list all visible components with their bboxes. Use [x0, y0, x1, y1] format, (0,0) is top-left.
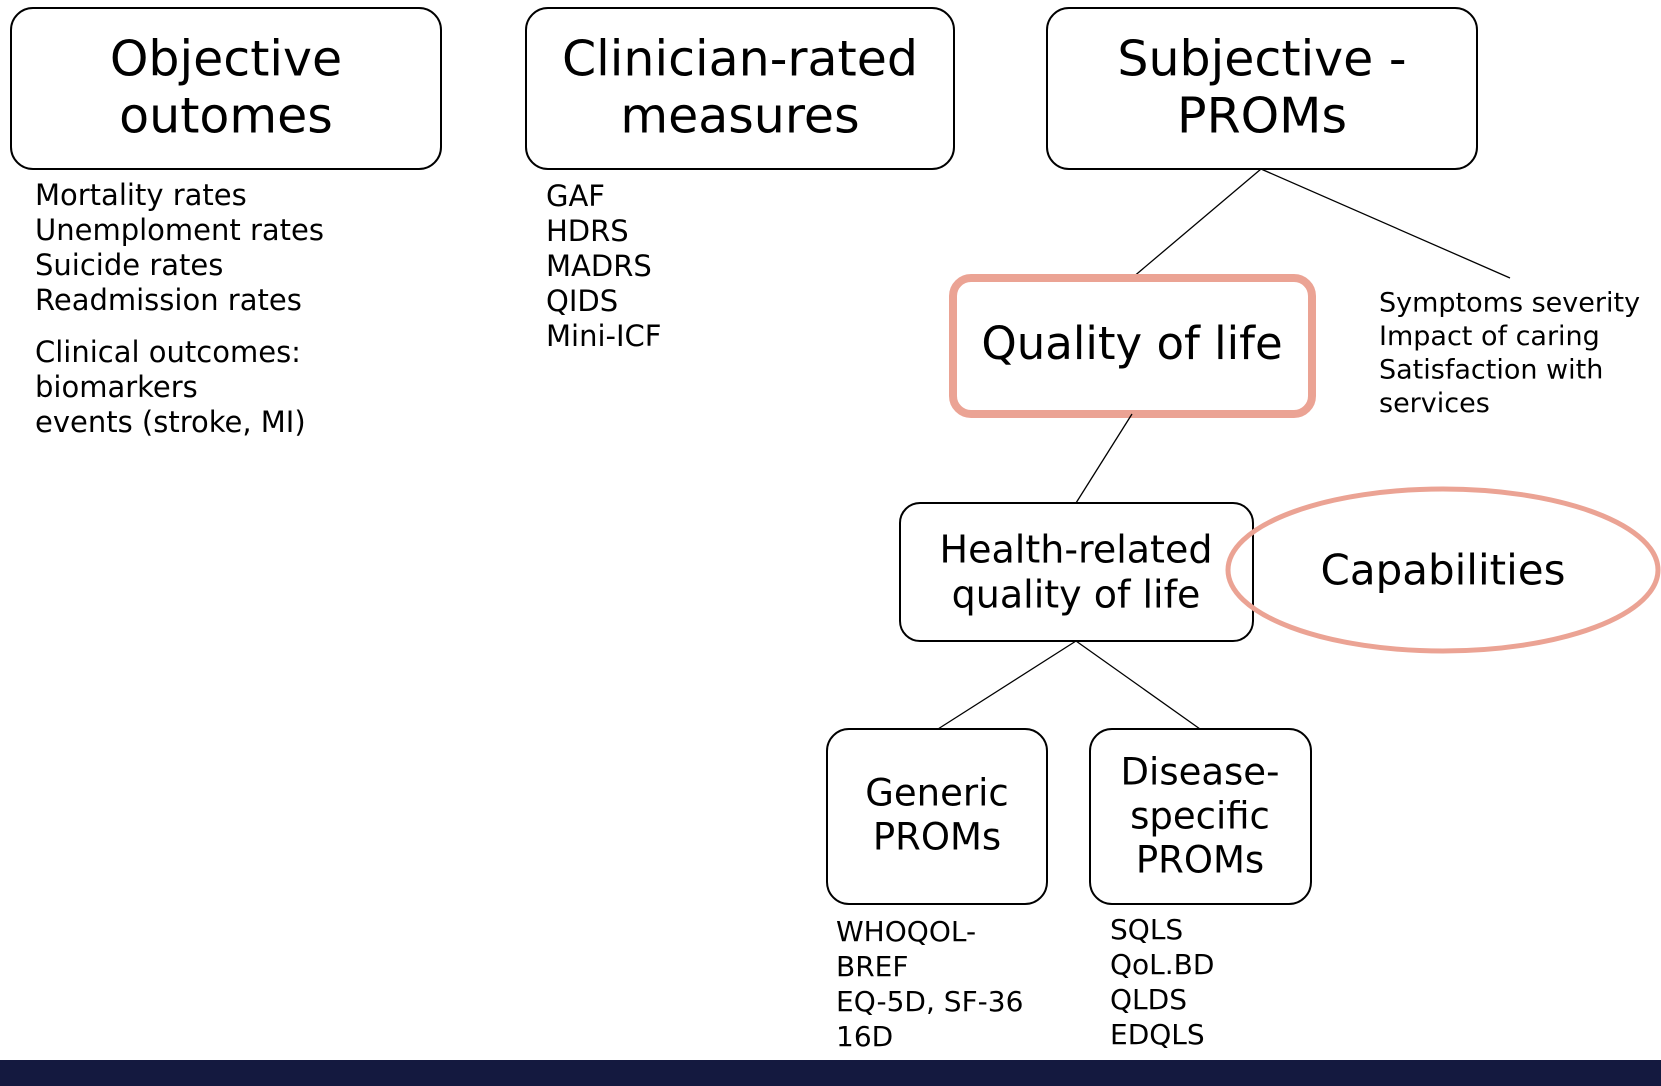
- list-item: QIDS: [546, 284, 618, 318]
- box-title: measures: [620, 88, 859, 145]
- list-item: Readmission rates: [35, 283, 302, 317]
- list-item: QoL.BD: [1110, 948, 1214, 981]
- list-item: Clinical outcomes:: [35, 335, 301, 369]
- list-item: QLDS: [1110, 983, 1187, 1016]
- list-item: SQLS: [1110, 913, 1183, 946]
- list-item: biomarkers: [35, 370, 198, 404]
- box-title: Clinician-rated: [562, 31, 918, 88]
- box-title: Objective: [110, 31, 342, 88]
- box-title: PROMs: [1177, 88, 1347, 145]
- connector: [1260, 168, 1511, 279]
- list-item: events (stroke, MI): [35, 405, 306, 439]
- generic-box: [826, 728, 1048, 905]
- quality-of-life-box: [949, 274, 1316, 418]
- list-item: HDRS: [546, 214, 629, 248]
- box-title: Subjective -: [1117, 31, 1406, 88]
- connector: [1131, 168, 1262, 279]
- box-title: quality of life: [952, 573, 1201, 617]
- list-item: EQ-5D, SF-36: [836, 985, 1023, 1018]
- list-item: BREF: [836, 950, 908, 983]
- connector: [1075, 640, 1201, 730]
- list-item: Impact of caring: [1379, 321, 1600, 352]
- list-item: GAF: [546, 179, 605, 213]
- list-item: Satisfaction with: [1379, 355, 1603, 386]
- quality-of-life-label: Quality of life: [981, 317, 1282, 370]
- list-item: 16D: [836, 1020, 893, 1053]
- list-item: MADRS: [546, 249, 652, 283]
- footer-bar: [0, 1060, 1661, 1086]
- list-item: services: [1379, 388, 1490, 419]
- box-title: specific: [1130, 795, 1270, 838]
- box-title: Generic: [865, 772, 1008, 815]
- box-title: outomes: [119, 88, 333, 145]
- box-title: PROMs: [873, 816, 1001, 859]
- box-title: Health-related: [940, 528, 1213, 572]
- box-title: Disease-: [1121, 751, 1280, 794]
- list-item: WHOQOL-: [836, 915, 976, 948]
- capabilities-label: Capabilities: [1321, 546, 1566, 595]
- list-item: EDQLS: [1110, 1018, 1205, 1051]
- connector: [1075, 413, 1133, 504]
- clinician-box: [525, 7, 955, 170]
- box-title: PROMs: [1136, 839, 1264, 882]
- capabilities-ellipse: [1225, 486, 1661, 654]
- list-item: Unemploment rates: [35, 213, 324, 247]
- list-item: Mortality rates: [35, 178, 247, 212]
- list-item: Suicide rates: [35, 248, 223, 282]
- list-item: Symptoms severity: [1379, 288, 1640, 319]
- connector: [937, 640, 1077, 730]
- disease-box: [1089, 728, 1312, 905]
- objective-box: [10, 7, 442, 170]
- list-item: Mini-ICF: [546, 319, 661, 353]
